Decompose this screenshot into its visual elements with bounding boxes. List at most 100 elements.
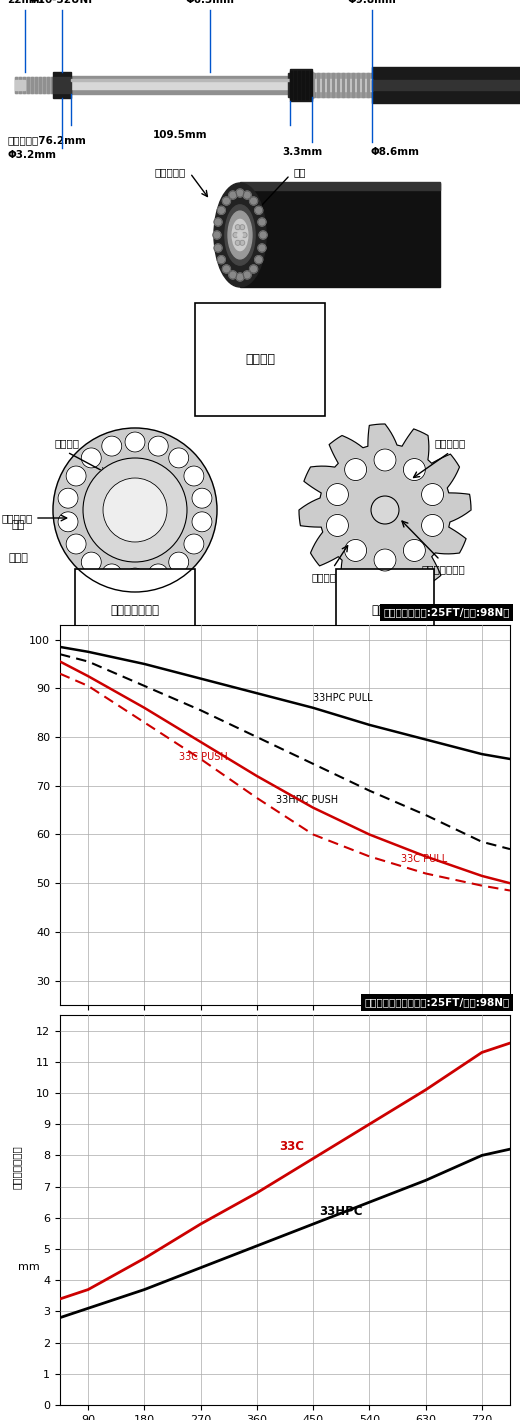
Circle shape: [184, 466, 204, 486]
Text: 22mm: 22mm: [7, 0, 43, 6]
Bar: [312, 80, 372, 91]
Ellipse shape: [258, 219, 266, 226]
Text: ストランド: ストランド: [434, 437, 465, 447]
Circle shape: [404, 540, 425, 561]
Circle shape: [327, 484, 348, 506]
Ellipse shape: [233, 233, 238, 237]
Circle shape: [192, 488, 212, 508]
Circle shape: [422, 514, 444, 537]
Text: コンデット構造: コンデット構造: [111, 604, 160, 618]
Circle shape: [58, 488, 78, 508]
Circle shape: [422, 484, 444, 506]
Circle shape: [58, 511, 78, 532]
Ellipse shape: [229, 271, 237, 278]
Bar: [53, 77, 71, 92]
Bar: [302, 71, 304, 99]
Ellipse shape: [243, 192, 251, 199]
Text: Φ3.2mm: Φ3.2mm: [7, 151, 56, 160]
Bar: [352, 72, 354, 97]
Circle shape: [374, 449, 396, 471]
Ellipse shape: [214, 183, 266, 287]
Bar: [317, 72, 319, 97]
Ellipse shape: [217, 206, 225, 214]
Ellipse shape: [214, 244, 222, 251]
Text: 33HPC: 33HPC: [319, 1206, 363, 1218]
Bar: [290, 70, 312, 101]
Text: Φ6.3mm: Φ6.3mm: [186, 0, 235, 6]
Ellipse shape: [243, 271, 251, 278]
Circle shape: [103, 479, 167, 542]
Ellipse shape: [214, 219, 222, 226]
Ellipse shape: [242, 233, 247, 237]
Ellipse shape: [235, 224, 240, 230]
Text: キングワイヤー: キングワイヤー: [421, 564, 465, 574]
Bar: [71, 77, 290, 94]
X-axis label: 配策（°　）: 配策（° ）: [265, 1031, 305, 1044]
Ellipse shape: [235, 240, 240, 246]
Bar: [357, 72, 359, 97]
Text: 3.3mm: 3.3mm: [282, 148, 322, 158]
Bar: [27, 77, 29, 92]
Ellipse shape: [255, 206, 263, 214]
Ellipse shape: [223, 266, 230, 273]
Text: 効率: 効率: [11, 520, 25, 531]
Bar: [312, 72, 372, 97]
Bar: [240, 182, 440, 190]
Bar: [322, 72, 324, 97]
Bar: [15, 77, 17, 92]
Bar: [53, 72, 71, 98]
Text: コア: コア: [294, 168, 306, 178]
Text: 109.5mm: 109.5mm: [153, 131, 207, 141]
Bar: [43, 77, 45, 92]
Ellipse shape: [259, 231, 267, 239]
Circle shape: [345, 459, 367, 480]
Bar: [71, 80, 290, 81]
Text: 33HPC PULL: 33HPC PULL: [313, 693, 373, 703]
Bar: [342, 72, 344, 97]
Text: 33HPC PUSH: 33HPC PUSH: [276, 795, 338, 805]
Ellipse shape: [250, 266, 257, 273]
Bar: [23, 77, 25, 92]
Bar: [290, 71, 292, 99]
Circle shape: [168, 552, 189, 572]
Text: 荷重効率（全長:25FT/負荷:98N）: 荷重効率（全長:25FT/負荷:98N）: [384, 608, 510, 618]
Bar: [31, 77, 33, 92]
Ellipse shape: [255, 256, 263, 264]
Circle shape: [371, 496, 399, 524]
Polygon shape: [299, 425, 471, 596]
Bar: [347, 72, 349, 97]
Text: コンデット: コンデット: [154, 168, 186, 178]
Bar: [372, 67, 520, 104]
Ellipse shape: [217, 256, 225, 264]
Bar: [39, 77, 41, 92]
Text: コア構造: コア構造: [371, 604, 399, 618]
Ellipse shape: [236, 273, 244, 281]
Ellipse shape: [232, 220, 248, 250]
Ellipse shape: [223, 197, 230, 204]
Text: #10-32UNF: #10-32UNF: [29, 0, 95, 6]
Bar: [310, 71, 312, 99]
Ellipse shape: [225, 204, 255, 266]
Circle shape: [192, 511, 212, 532]
Bar: [240, 183, 440, 287]
Circle shape: [168, 447, 189, 469]
Text: バックラッシュ（全長:25FT/負荷:98N）: バックラッシュ（全長:25FT/負荷:98N）: [365, 997, 510, 1007]
Ellipse shape: [236, 189, 244, 197]
Text: Φ9.8mm: Φ9.8mm: [347, 0, 396, 6]
Text: 33C PULL: 33C PULL: [400, 853, 447, 863]
Circle shape: [327, 514, 348, 537]
Bar: [332, 72, 334, 97]
Circle shape: [102, 564, 122, 584]
Circle shape: [374, 550, 396, 571]
Bar: [19, 77, 21, 92]
Circle shape: [66, 534, 86, 554]
Text: ジャケット: ジャケット: [120, 613, 151, 623]
Circle shape: [81, 447, 101, 469]
Bar: [367, 72, 369, 97]
Circle shape: [184, 534, 204, 554]
Ellipse shape: [228, 212, 252, 258]
Circle shape: [83, 459, 187, 562]
Bar: [15, 80, 25, 89]
Bar: [294, 71, 296, 99]
Text: ライナー: ライナー: [55, 437, 80, 447]
